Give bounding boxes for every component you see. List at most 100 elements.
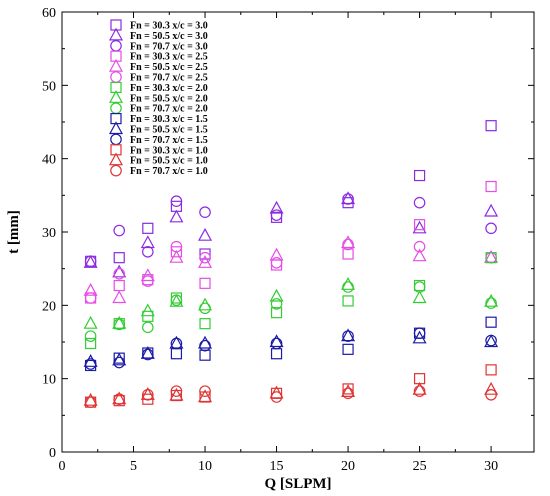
data-point-triangle (412, 381, 427, 395)
series-8 (84, 281, 497, 342)
data-point-triangle (169, 209, 184, 223)
data-point-square (199, 318, 211, 330)
data-point-triangle (484, 293, 499, 307)
legend-marker-triangle (108, 152, 124, 166)
data-point-circle (199, 302, 211, 315)
data-point-circle (84, 396, 97, 408)
data-point-square (485, 364, 497, 376)
data-point-triangle (484, 334, 499, 348)
data-point-square (170, 348, 183, 360)
x-tick-label: 25 (413, 459, 427, 474)
data-point-square (485, 252, 497, 264)
data-point-triangle (269, 200, 284, 214)
legend: Fn = 30.3 x/c = 3.0Fn = 50.5 x/c = 3.0Fn… (108, 19, 208, 177)
data-point-circle (342, 193, 354, 205)
data-point-circle (342, 238, 354, 251)
legend-label: Fn = 30.3 x/c = 1.0 (130, 145, 208, 156)
x-tick-label: 10 (198, 459, 212, 474)
data-point-triangle (269, 288, 284, 302)
x-tick-label: 30 (484, 459, 498, 474)
series-1 (83, 191, 499, 278)
data-point-circle (199, 206, 211, 218)
data-point-triangle (412, 330, 427, 344)
data-point-triangle (112, 391, 127, 405)
data-point-circle (84, 292, 97, 304)
y-axis-ticks: 0 10 20 30 40 50 60 (42, 6, 534, 461)
data-point-triangle (112, 290, 127, 304)
data-point-triangle (112, 352, 127, 366)
data-point-circle (170, 195, 183, 207)
y-tick-label: 20 (42, 299, 56, 314)
data-point-circle (113, 393, 126, 405)
data-point-circle (84, 330, 97, 342)
data-point-circle (413, 281, 426, 293)
series-5 (84, 238, 497, 304)
legend-label: Fn = 50.5 x/c = 3.0 (130, 31, 208, 42)
data-point-square (413, 169, 426, 182)
legend-marker-circle (110, 102, 122, 114)
data-point-triangle (269, 334, 284, 348)
data-point-circle (170, 294, 183, 306)
data-point-triangle (83, 255, 98, 268)
series-12 (85, 364, 497, 408)
data-point-triangle (83, 282, 98, 296)
legend-label: Fn = 50.5 x/c = 1.0 (130, 156, 208, 167)
legend-marker-circle (110, 39, 122, 52)
data-point-circle (413, 196, 426, 209)
legend-label: Fn = 70.7 x/c = 1.5 (130, 135, 208, 146)
legend-label: Fn = 30.3 x/c = 1.5 (130, 114, 208, 125)
series-6 (85, 252, 497, 350)
series-11 (84, 327, 497, 370)
data-point-circle (170, 337, 183, 350)
legend-label: Fn = 70.7 x/c = 2.5 (130, 73, 208, 84)
data-point-circle (270, 391, 283, 403)
data-point-triangle (484, 381, 499, 395)
data-point-circle (84, 255, 97, 268)
y-tick-label: 10 (42, 373, 56, 388)
data-point-square (199, 277, 211, 289)
data-point-circle (142, 321, 154, 334)
data-point-square (413, 219, 426, 231)
data-point-square (270, 348, 283, 360)
data-point-square (485, 316, 497, 328)
data-point-square (170, 246, 183, 258)
data-point-circle (113, 356, 126, 369)
data-point-circle (84, 358, 97, 370)
legend-marker-triangle (108, 58, 124, 72)
data-point-triangle (140, 345, 155, 359)
data-point-circle (142, 348, 154, 361)
legend-label: Fn = 30.3 x/c = 2.0 (130, 83, 208, 94)
data-point-triangle (198, 227, 213, 241)
series-14 (84, 385, 497, 408)
data-point-circle (270, 256, 283, 269)
data-point-circle (113, 318, 126, 331)
x-axis-label: Q [SLPM] (264, 476, 331, 492)
data-point-triangle (169, 249, 184, 263)
legend-marker-circle (110, 164, 122, 177)
data-point-circle (142, 388, 154, 401)
legend-label: Fn = 50.5 x/c = 1.5 (130, 125, 208, 136)
data-point-square (342, 343, 354, 355)
data-point-triangle (198, 335, 213, 349)
data-point-circle (199, 385, 211, 397)
x-tick-label: 20 (341, 459, 355, 474)
data-point-circle (413, 327, 426, 339)
y-tick-label: 30 (42, 226, 56, 241)
data-point-triangle (198, 255, 213, 268)
data-point-square (142, 310, 154, 322)
data-point-square (485, 180, 497, 193)
data-point-triangle (169, 335, 184, 349)
legend-label: Fn = 50.5 x/c = 2.5 (130, 62, 208, 73)
data-point-circle (342, 387, 354, 400)
data-point-triangle (169, 293, 184, 307)
series-10 (83, 328, 499, 367)
data-point-circle (142, 246, 154, 258)
data-point-square (113, 279, 125, 292)
data-point-triangle (140, 303, 155, 317)
x-tick-label: 5 (130, 459, 137, 474)
data-point-circle (270, 337, 283, 350)
data-point-square (199, 349, 211, 361)
legend-marker-triangle (108, 121, 124, 135)
y-axis-label: t [mm] (6, 210, 22, 254)
x-tick-label: 0 (59, 459, 66, 474)
